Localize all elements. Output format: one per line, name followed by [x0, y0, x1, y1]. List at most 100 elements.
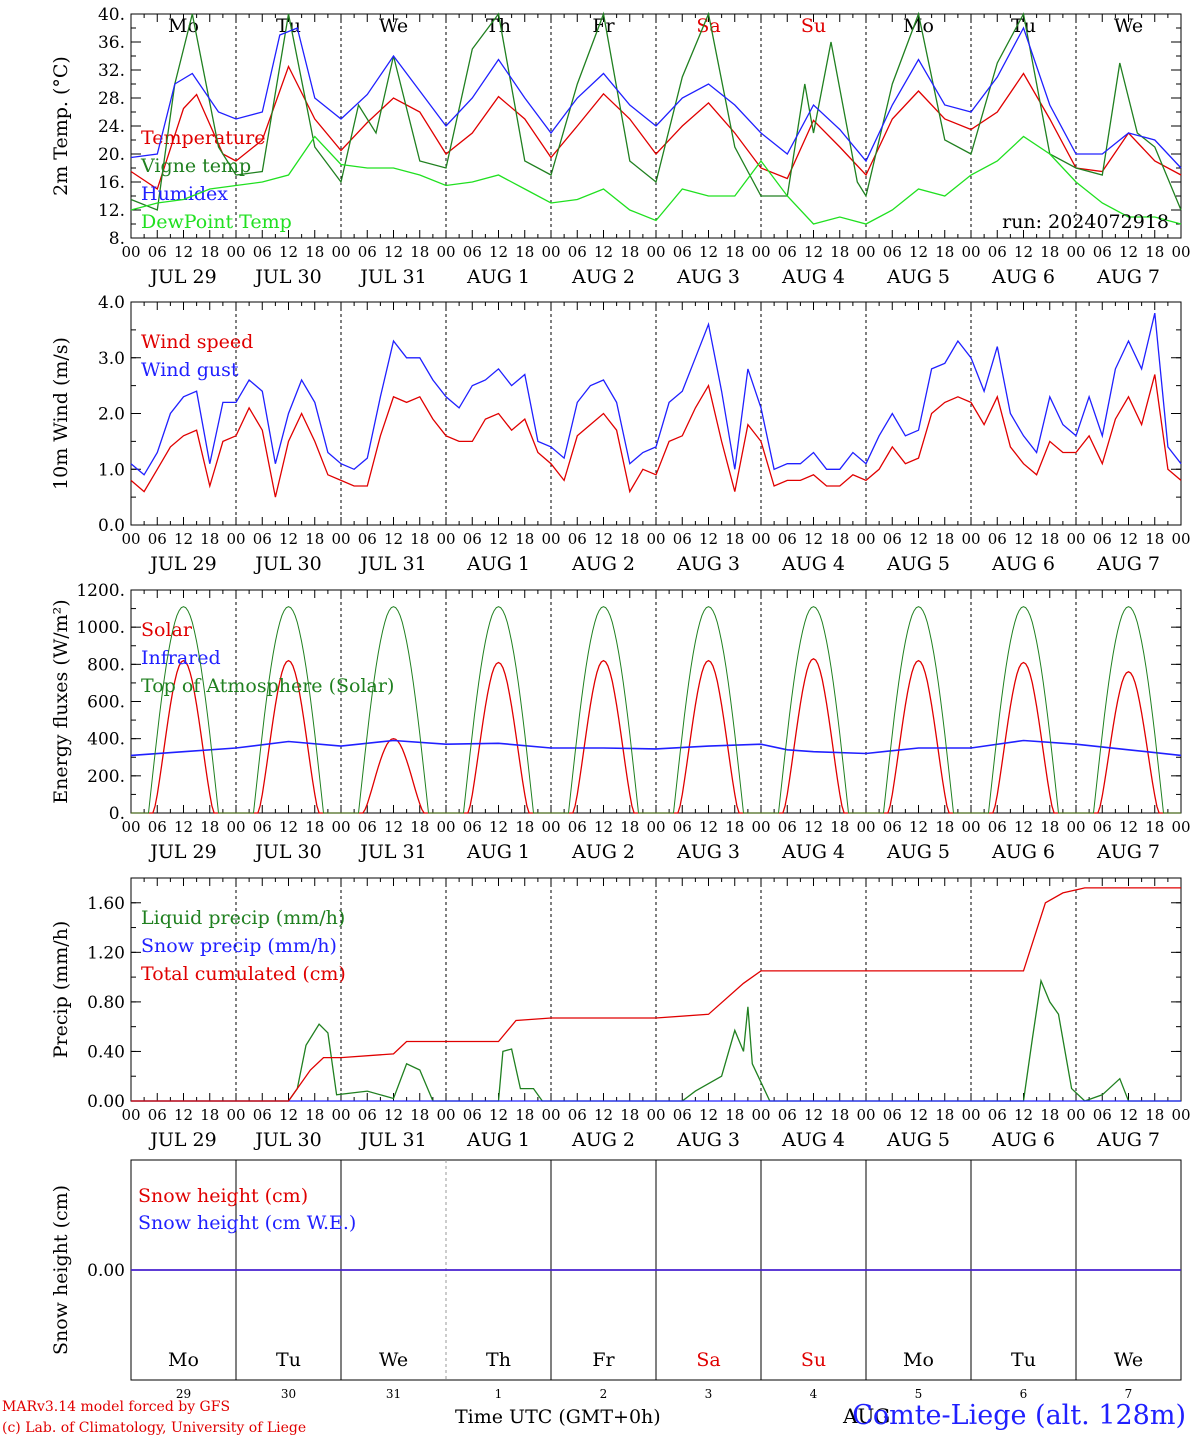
hour-tick-label: 00: [331, 1106, 350, 1124]
weekday-label: Tu: [1011, 1349, 1036, 1371]
day-number-label: 5: [915, 1387, 923, 1401]
hour-tick-label: 00: [646, 818, 665, 836]
hour-tick-label: 06: [988, 1106, 1007, 1124]
hour-tick-label: 12: [594, 530, 613, 548]
hour-tick-label: 12: [804, 530, 823, 548]
hour-tick-label: 12: [1119, 818, 1138, 836]
y-tick-label: 600.: [87, 693, 125, 713]
weekday-label: Th: [486, 1349, 511, 1371]
y-tick-label: 0.: [109, 804, 125, 824]
hour-tick-label: 18: [620, 243, 639, 261]
legend-series-dewpoint-temp: DewPoint Temp: [141, 211, 292, 233]
y-tick-label: 200.: [87, 767, 125, 787]
hour-tick-label: 06: [463, 1106, 482, 1124]
hour-tick-label: 06: [778, 818, 797, 836]
hour-tick-label: 00: [121, 530, 140, 548]
plot-frame: [130, 589, 1182, 814]
day-number-label: 4: [810, 1387, 818, 1401]
hour-tick-label: 00: [646, 1106, 665, 1124]
date-label: JUL 30: [253, 266, 321, 288]
legend-series-wind-gust: Wind gust: [141, 359, 239, 381]
date-label: AUG 6: [991, 841, 1055, 863]
hour-tick-label: 00: [226, 530, 245, 548]
hour-tick-label: 12: [1014, 530, 1033, 548]
hour-tick-label: 12: [804, 1106, 823, 1124]
hour-tick-label: 12: [279, 243, 298, 261]
date-label: AUG 4: [781, 1129, 845, 1151]
y-tick-label: 0.00: [87, 1092, 125, 1112]
date-label: AUG 1: [466, 841, 530, 863]
hour-tick-label: 00: [961, 530, 980, 548]
date-label: AUG 1: [466, 553, 530, 575]
date-label: AUG 3: [676, 841, 740, 863]
date-label: AUG 5: [886, 1129, 950, 1151]
hour-tick-label: 00: [856, 243, 875, 261]
station-label: Comte-Liege (alt. 128m): [852, 1400, 1186, 1431]
date-label: JUL 31: [358, 1129, 426, 1151]
date-label: AUG 3: [676, 553, 740, 575]
hour-tick-label: 12: [1119, 1106, 1138, 1124]
hour-tick-label: 12: [1119, 243, 1138, 261]
hour-tick-label: 12: [1014, 1106, 1033, 1124]
legend-series-infrared: Infrared: [141, 647, 221, 669]
hour-tick-label: 00: [751, 530, 770, 548]
hour-tick-label: 06: [568, 243, 587, 261]
weekday-label: We: [379, 1349, 408, 1371]
date-label: AUG 7: [1096, 266, 1160, 288]
y-tick-label: 4.0: [98, 293, 125, 313]
hour-tick-label: 00: [436, 530, 455, 548]
hour-tick-label: 06: [1093, 243, 1112, 261]
hour-tick-label: 18: [725, 818, 744, 836]
hour-tick-label: 18: [935, 1106, 954, 1124]
hour-tick-label: 18: [305, 1106, 324, 1124]
hour-tick-label: 00: [331, 530, 350, 548]
legend-series-vigne-temp: Vigne temp: [140, 155, 251, 177]
legend-series-top-of-atmosphere-solar-: Top of Atmosphere (Solar): [141, 675, 394, 697]
series-infrared: [130, 739, 1182, 757]
hour-tick-label: 00: [1066, 530, 1085, 548]
hour-tick-label: 18: [515, 1106, 534, 1124]
weekday-label: Tu: [276, 1349, 301, 1371]
hour-tick-label: 00: [121, 818, 140, 836]
weekday-label: Tu: [276, 15, 301, 37]
weekday-label: Fr: [592, 15, 615, 37]
hour-tick-label: 00: [1171, 818, 1190, 836]
y-axis-label: 2m Temp. (°C): [50, 56, 72, 196]
day-number-label: 1: [495, 1387, 503, 1401]
hour-tick-label: 00: [751, 1106, 770, 1124]
hour-tick-label: 00: [436, 243, 455, 261]
day-number-label: 3: [705, 1387, 713, 1401]
hour-tick-label: 18: [410, 1106, 429, 1124]
hour-tick-label: 18: [830, 243, 849, 261]
hour-tick-label: 12: [804, 818, 823, 836]
hour-tick-label: 00: [961, 243, 980, 261]
date-label: AUG 1: [466, 266, 530, 288]
date-label: JUL 29: [148, 841, 216, 863]
day-number-label: 6: [1020, 1387, 1028, 1401]
legend-series-liquid-precip-mm-h-: Liquid precip (mm/h): [141, 907, 345, 929]
hour-tick-label: 18: [1145, 530, 1164, 548]
hour-tick-label: 00: [121, 1106, 140, 1124]
legend-series-snow-precip-mm-h-: Snow precip (mm/h): [141, 935, 337, 957]
hour-tick-label: 00: [856, 1106, 875, 1124]
hour-tick-label: 06: [1093, 1106, 1112, 1124]
hour-tick-label: 06: [883, 1106, 902, 1124]
legend-series-humidex: Humidex: [141, 183, 228, 205]
hour-tick-label: 12: [699, 243, 718, 261]
series-vigne-temp: [130, 11, 1182, 211]
hour-tick-label: 00: [751, 818, 770, 836]
date-label: JUL 31: [358, 266, 426, 288]
run-label: run: 2024072918: [1002, 211, 1169, 233]
hour-tick-label: 06: [463, 243, 482, 261]
hour-tick-label: 12: [1119, 530, 1138, 548]
legend-series-snow-height-cm-w-e-: Snow height (cm W.E.): [138, 1212, 356, 1234]
hour-tick-label: 06: [463, 530, 482, 548]
hour-tick-label: 18: [200, 1106, 219, 1124]
y-tick-label: 1200.: [76, 581, 125, 601]
date-label: AUG 5: [886, 553, 950, 575]
hour-tick-label: 12: [384, 530, 403, 548]
hour-tick-label: 18: [620, 818, 639, 836]
hour-tick-label: 00: [751, 243, 770, 261]
hour-tick-label: 18: [935, 243, 954, 261]
hour-tick-label: 12: [909, 1106, 928, 1124]
